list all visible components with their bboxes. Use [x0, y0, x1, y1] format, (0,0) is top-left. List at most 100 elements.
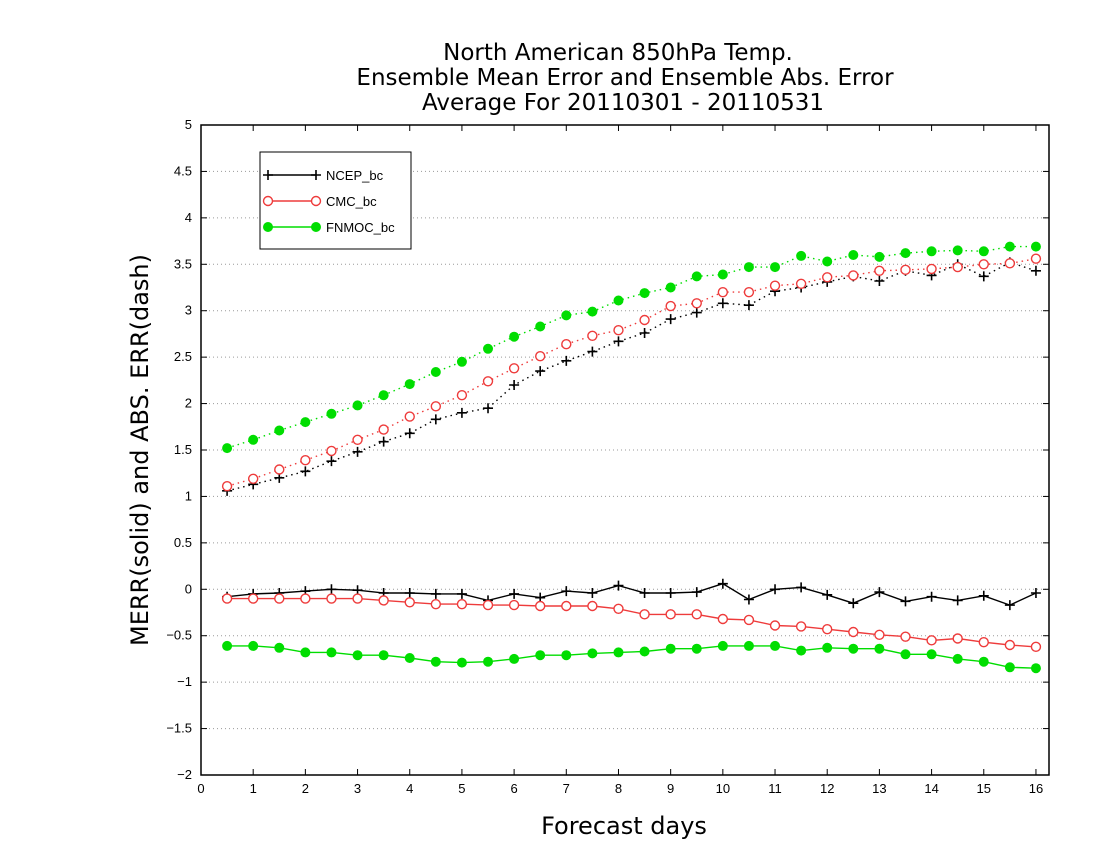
cmc_bc-mean-error-point [978, 637, 989, 648]
legend-marker-fnmoc_bc [263, 222, 273, 232]
ncep_bc-mean-error-point [1030, 588, 1041, 598]
fnmoc_bc-mean-error-point [770, 640, 781, 651]
fnmoc_bc-mean-error-point [1030, 663, 1041, 674]
cmc_bc-abs-error-point [535, 351, 546, 362]
x-tick-label: 6 [510, 781, 517, 796]
cmc_bc-mean-error-point [352, 593, 363, 604]
cmc_bc-abs-error-point [926, 263, 937, 275]
ncep_bc-mean-error-point [613, 580, 624, 591]
cmc_bc-abs-error-point [822, 272, 833, 283]
cmc_bc-abs-error-point [300, 455, 311, 466]
fnmoc_bc-abs-error-point [665, 282, 676, 293]
fnmoc_bc-abs-error-point [848, 250, 859, 260]
fnmoc_bc-abs-error-line [226, 245, 1036, 449]
y-tick-label: 0.5 [174, 535, 192, 550]
cmc_bc-abs-error-point [587, 330, 598, 341]
legend: NCEP_bc CMC_bc FNMOC_bc [259, 151, 412, 250]
chart-title: North American 850hPa Temp. Ensemble Mea… [356, 40, 894, 116]
x-tick-label: 14 [924, 781, 938, 796]
x-tick-label: 13 [872, 781, 886, 796]
cmc_bc-abs-error-point [456, 390, 468, 401]
fnmoc_bc-abs-error-point [978, 246, 989, 257]
ncep_bc-abs-error-point [326, 456, 337, 467]
plot-frame [200, 124, 1050, 776]
ncep_bc-mean-error-point [848, 598, 859, 609]
fnmoc_bc-abs-error-point [483, 343, 494, 354]
y-axis-title: MERR(solid) and ABS. ERR(dash) [126, 254, 154, 646]
fnmoc_bc-mean-error-point [378, 650, 389, 661]
cmc_bc-mean-error-point [1004, 639, 1016, 651]
ncep_bc-mean-error-point [587, 588, 598, 598]
fnmoc_bc-mean-error-point [274, 642, 285, 653]
cmc_bc-mean-error-point [743, 614, 755, 626]
fnmoc_bc-mean-error-point [535, 650, 546, 661]
ncep_bc-abs-error-point [430, 414, 441, 425]
fnmoc_bc-abs-error-point [326, 408, 337, 419]
ncep_bc-abs-error-point [352, 446, 363, 457]
ncep_bc-mean-error-point [1004, 600, 1015, 611]
fnmoc_bc-mean-error-point [326, 647, 337, 658]
cmc_bc-mean-error-point [613, 603, 624, 614]
cmc_bc-mean-error-point [508, 599, 520, 611]
title-line-1: North American 850hPa Temp. [443, 40, 793, 66]
fnmoc_bc-mean-error-point [613, 647, 624, 658]
ncep_bc-abs-error-point [561, 355, 572, 366]
y-tick-label: 5 [185, 117, 192, 132]
ncep_bc-mean-error-point [561, 586, 572, 597]
legend-marker-cmc_bc [310, 195, 322, 207]
fnmoc_bc-mean-error-point [509, 653, 520, 664]
fnmoc_bc-abs-error-point [1004, 241, 1015, 252]
ncep_bc-abs-error-point [743, 300, 754, 311]
legend-symbols [262, 170, 322, 232]
cmc_bc-abs-error-point [482, 376, 494, 387]
fnmoc_bc-abs-error-point [456, 356, 467, 367]
ncep_bc-abs-error-point [874, 276, 885, 286]
cmc_bc-abs-error-point [769, 280, 781, 291]
cmc_bc-abs-error-point [430, 401, 442, 412]
ncep_bc-mean-error-point [770, 584, 781, 595]
x-tick-label: 9 [667, 781, 674, 796]
cmc_bc-abs-error-point [1030, 253, 1042, 264]
fnmoc_bc-mean-error-point [587, 648, 598, 659]
fnmoc_bc-abs-error-point [639, 288, 650, 299]
y-tick-label: 2 [185, 396, 192, 411]
cmc_bc-mean-error-point [430, 598, 442, 610]
fnmoc_bc-mean-error-point [874, 643, 885, 654]
cmc_bc-abs-error-point [665, 300, 676, 312]
y-tick-label: 1.5 [174, 442, 192, 457]
y-tick-label: 4.5 [174, 163, 192, 178]
x-tick-label: 15 [977, 781, 991, 796]
ncep_bc-mean-error-point [978, 590, 989, 601]
y-tick-label: −1 [177, 674, 192, 689]
fnmoc_bc-abs-error-point [509, 331, 520, 342]
x-tick-label: 7 [563, 781, 570, 796]
y-tick-label: −1.5 [166, 721, 192, 736]
cmc_bc-mean-error-line [227, 597, 1037, 648]
cmc_bc-abs-error-point [352, 434, 363, 445]
fnmoc_bc-mean-error-point [691, 643, 702, 654]
cmc_bc-abs-error-point [795, 278, 807, 289]
cmc_bc-mean-error-point [300, 593, 311, 604]
cmc_bc-mean-error-point [874, 629, 885, 640]
ncep_bc-abs-error-point [639, 328, 650, 338]
cmc_bc-mean-error-point [326, 593, 337, 604]
axis-ticks: −2−1.5−1−0.500.511.522.533.544.550 1 2 3 4 5 6… [166, 117, 1049, 796]
cmc_bc-mean-error-point [795, 621, 807, 632]
cmc_bc-mean-error-point [639, 609, 650, 620]
ncep_bc-mean-error-point [639, 588, 650, 598]
fnmoc_bc-mean-error-point [456, 657, 467, 668]
cmc_bc-mean-error-point [952, 633, 963, 644]
fnmoc_bc-mean-error-point [639, 646, 650, 657]
fnmoc_bc-mean-error-line [227, 645, 1037, 669]
fnmoc_bc-abs-error-point [561, 310, 572, 321]
cmc_bc-mean-error-point [561, 600, 572, 612]
cmc_bc-abs-error-point [874, 265, 885, 276]
cmc_bc-abs-error-point [508, 363, 520, 374]
cmc_bc-abs-error-point [952, 261, 963, 273]
cmc_bc-mean-error-point [247, 593, 259, 604]
cmc_bc-mean-error-point [274, 593, 285, 604]
fnmoc_bc-mean-error-point [926, 649, 937, 660]
fnmoc_bc-mean-error-point [978, 656, 989, 667]
cmc_bc-mean-error-point [482, 599, 494, 611]
fnmoc_bc-abs-error-point [691, 271, 702, 282]
